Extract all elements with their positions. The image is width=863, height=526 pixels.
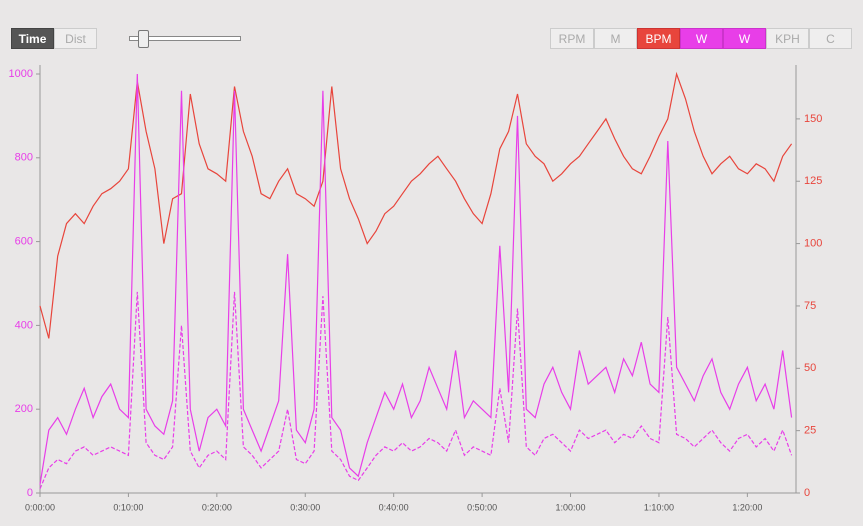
y2-tick-label: 125: [804, 175, 822, 187]
x-tick-label: 0:00:00: [25, 502, 55, 512]
series-button[interactable]: W: [680, 28, 723, 49]
slider-knob[interactable]: [138, 30, 149, 48]
y2-tick-label: 150: [804, 113, 822, 125]
y2-tick-label: 50: [804, 362, 816, 374]
slider-track[interactable]: [129, 36, 241, 41]
x-tick-label: 0:20:00: [202, 502, 232, 512]
y2-tick-label: 0: [804, 487, 810, 499]
series-button[interactable]: C: [809, 28, 852, 49]
x-tick-label: 0:50:00: [467, 502, 497, 512]
dist-button[interactable]: Dist: [54, 28, 97, 49]
y-tick-label: 1000: [9, 68, 33, 80]
series-button[interactable]: KPH: [766, 28, 809, 49]
series-line: [39, 71, 793, 339]
x-tick-label: 1:00:00: [556, 502, 586, 512]
y-tick-label: 600: [15, 236, 33, 248]
series-button[interactable]: BPM: [637, 28, 680, 49]
y-tick-label: 200: [15, 403, 33, 415]
x-tick-label: 0:30:00: [290, 502, 320, 512]
y2-tick-label: 100: [804, 238, 822, 250]
y-tick-label: 0: [27, 487, 33, 499]
x-tick-label: 1:20:00: [732, 502, 762, 512]
series-button[interactable]: W: [723, 28, 766, 49]
series-button[interactable]: M: [594, 28, 637, 49]
series-line: [39, 73, 793, 485]
series-button[interactable]: RPM: [550, 28, 594, 49]
series-line: [39, 291, 793, 490]
x-tick-label: 1:10:00: [644, 502, 674, 512]
time-button[interactable]: Time: [11, 28, 54, 49]
y2-tick-label: 25: [804, 425, 816, 437]
x-tick-label: 0:40:00: [379, 502, 409, 512]
y-tick-label: 800: [15, 152, 33, 164]
x-tick-label: 0:10:00: [113, 502, 143, 512]
y2-tick-label: 75: [804, 300, 816, 312]
y-tick-label: 400: [15, 319, 33, 331]
